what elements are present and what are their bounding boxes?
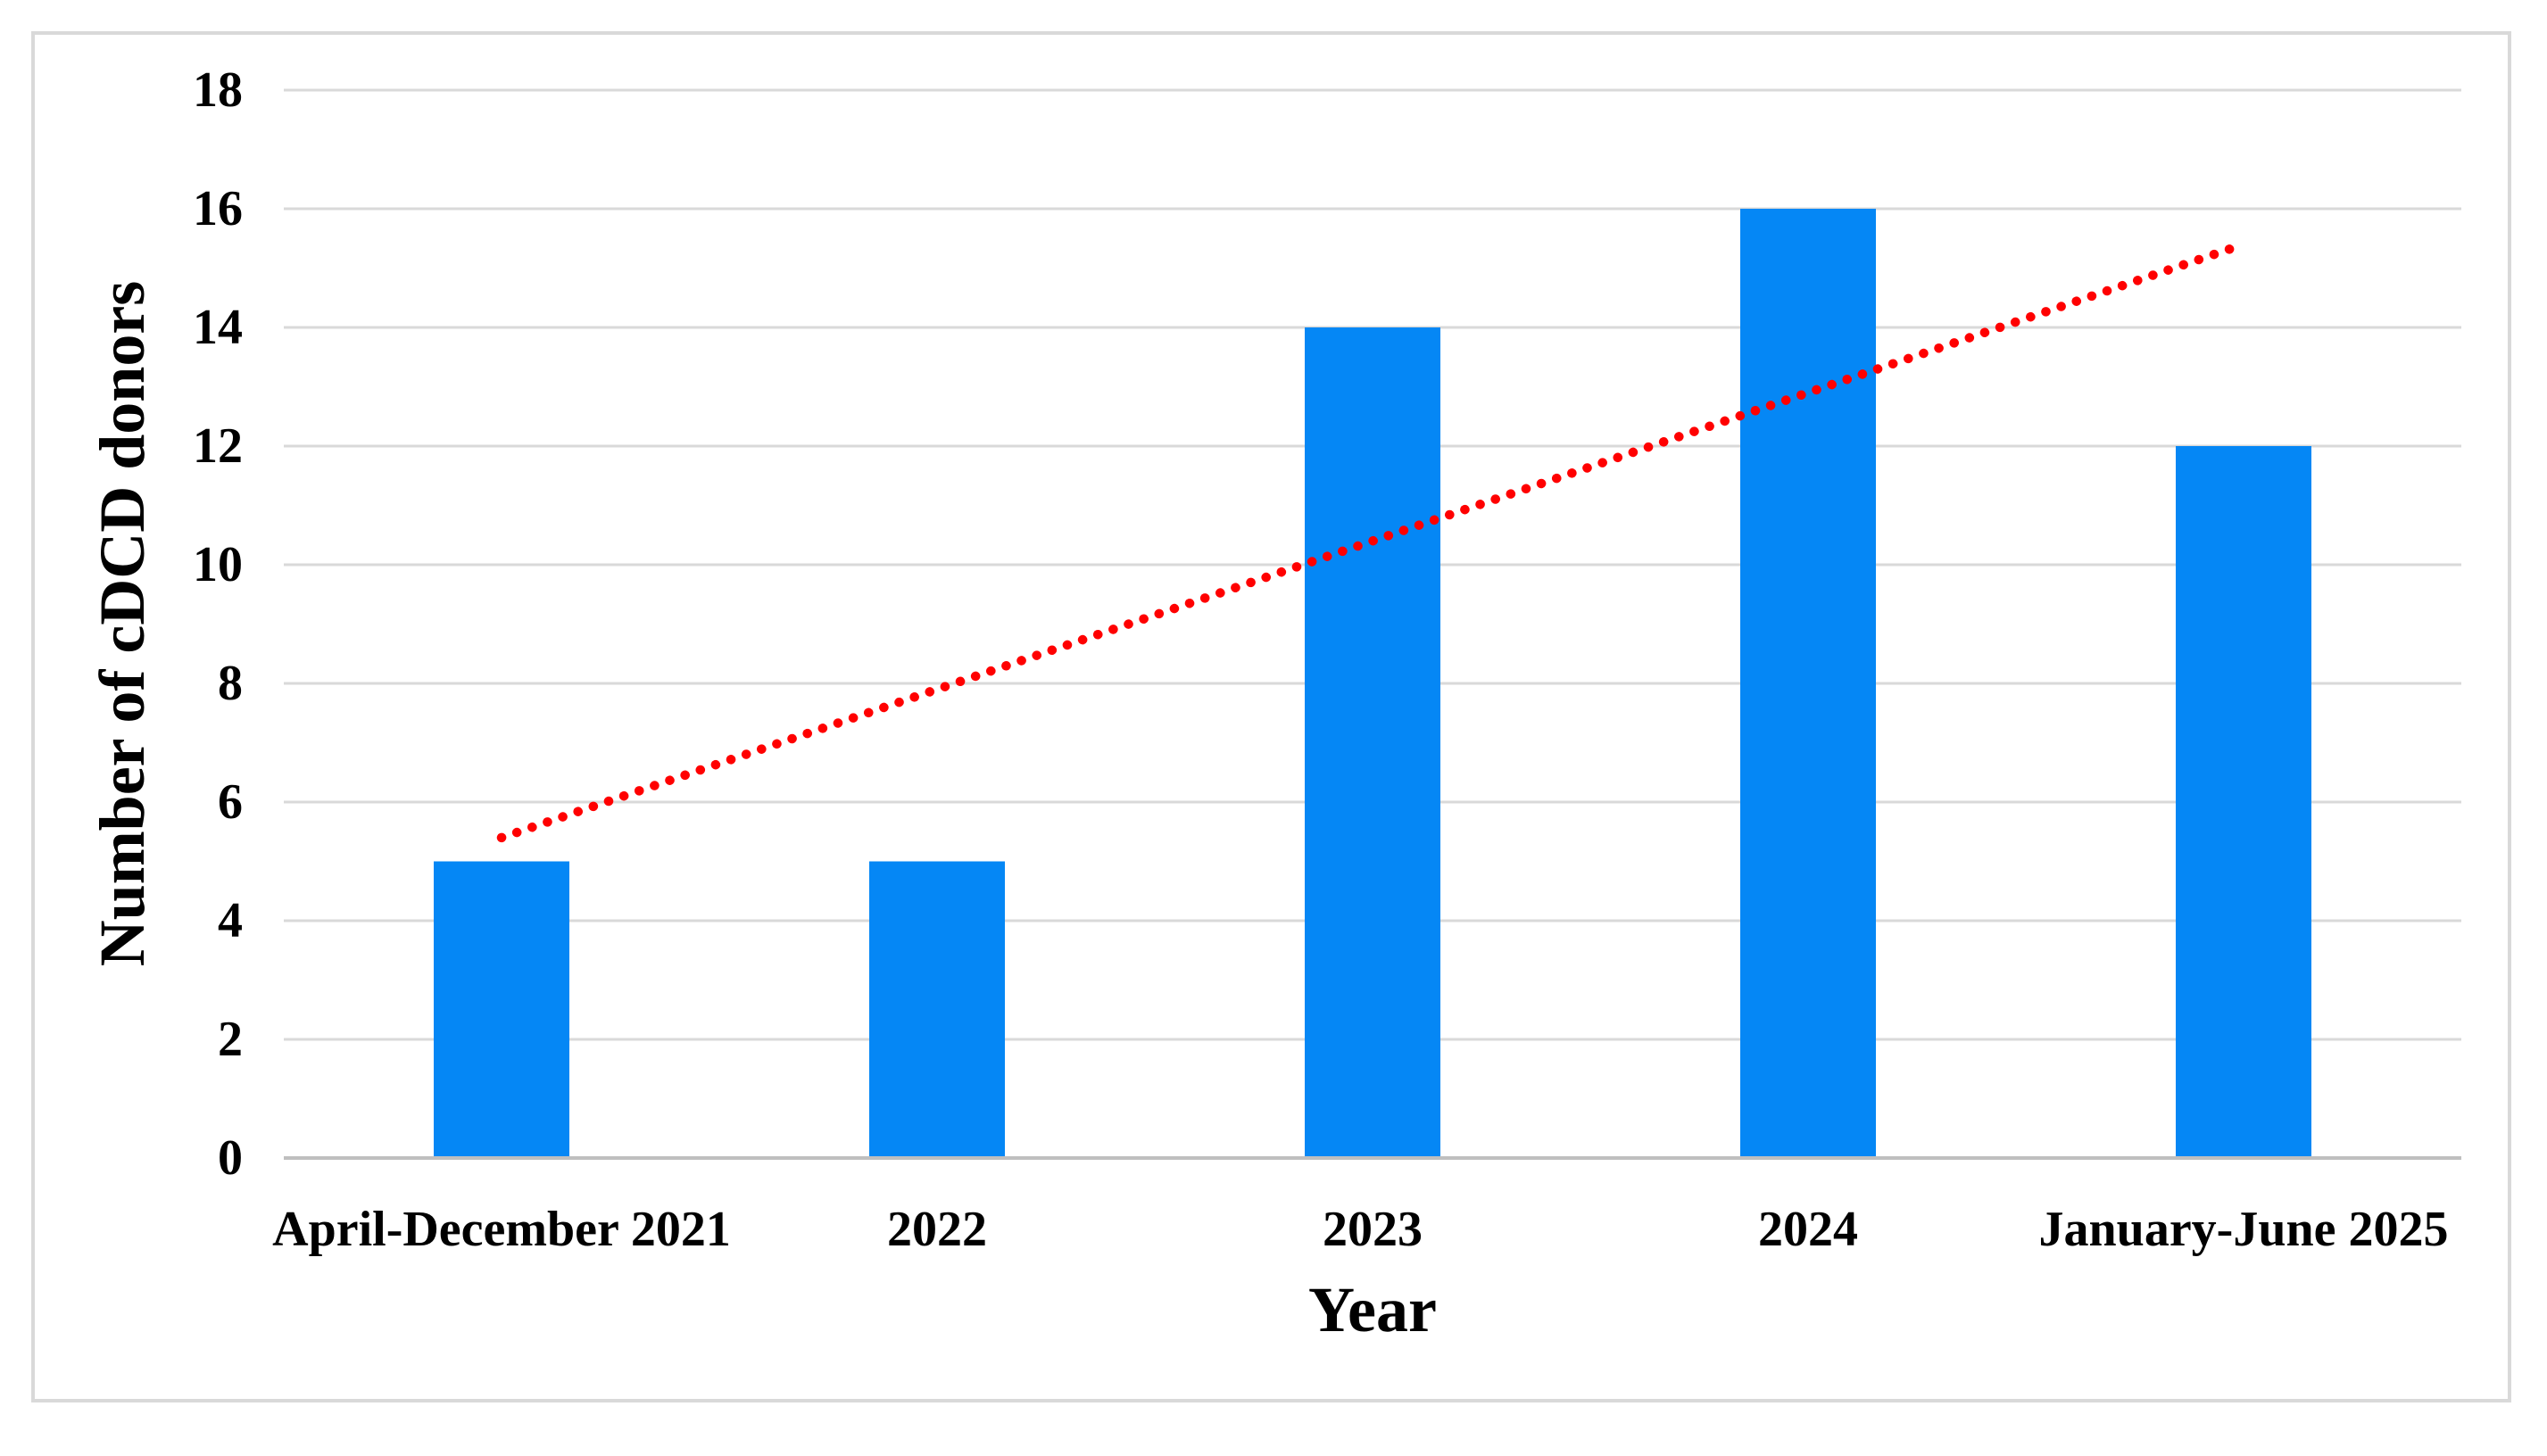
y-tick-label: 0: [218, 1130, 243, 1186]
y-tick-label: 6: [218, 774, 243, 830]
x-category-label: January-June 2025: [2038, 1202, 2449, 1257]
bar: [1740, 209, 1876, 1158]
y-axis-title: Number of cDCD donors: [87, 280, 158, 967]
y-tick-label: 4: [218, 893, 243, 948]
y-tick-label: 18: [193, 62, 243, 118]
y-tick-label: 8: [218, 656, 243, 711]
x-category-label: April-December 2021: [272, 1202, 731, 1257]
y-tick-label: 2: [218, 1012, 243, 1067]
bar: [869, 861, 1005, 1158]
x-axis-title: Year: [1308, 1274, 1437, 1345]
y-tick-label: 16: [193, 181, 243, 236]
y-tick-label: 12: [193, 418, 243, 474]
bars: [434, 209, 2311, 1158]
x-category-label: 2023: [1323, 1202, 1423, 1257]
x-category-label: 2022: [887, 1202, 987, 1257]
trendline-dotted: [496, 239, 2249, 843]
y-tick-label: 10: [193, 537, 243, 592]
trendline: [496, 239, 2249, 843]
bar: [2176, 446, 2311, 1158]
bar: [1305, 327, 1440, 1158]
chart-border-frame: [31, 31, 2511, 1402]
bar: [434, 861, 569, 1158]
y-tick-label: 14: [193, 300, 243, 355]
x-category-label: 2024: [1758, 1202, 1858, 1257]
